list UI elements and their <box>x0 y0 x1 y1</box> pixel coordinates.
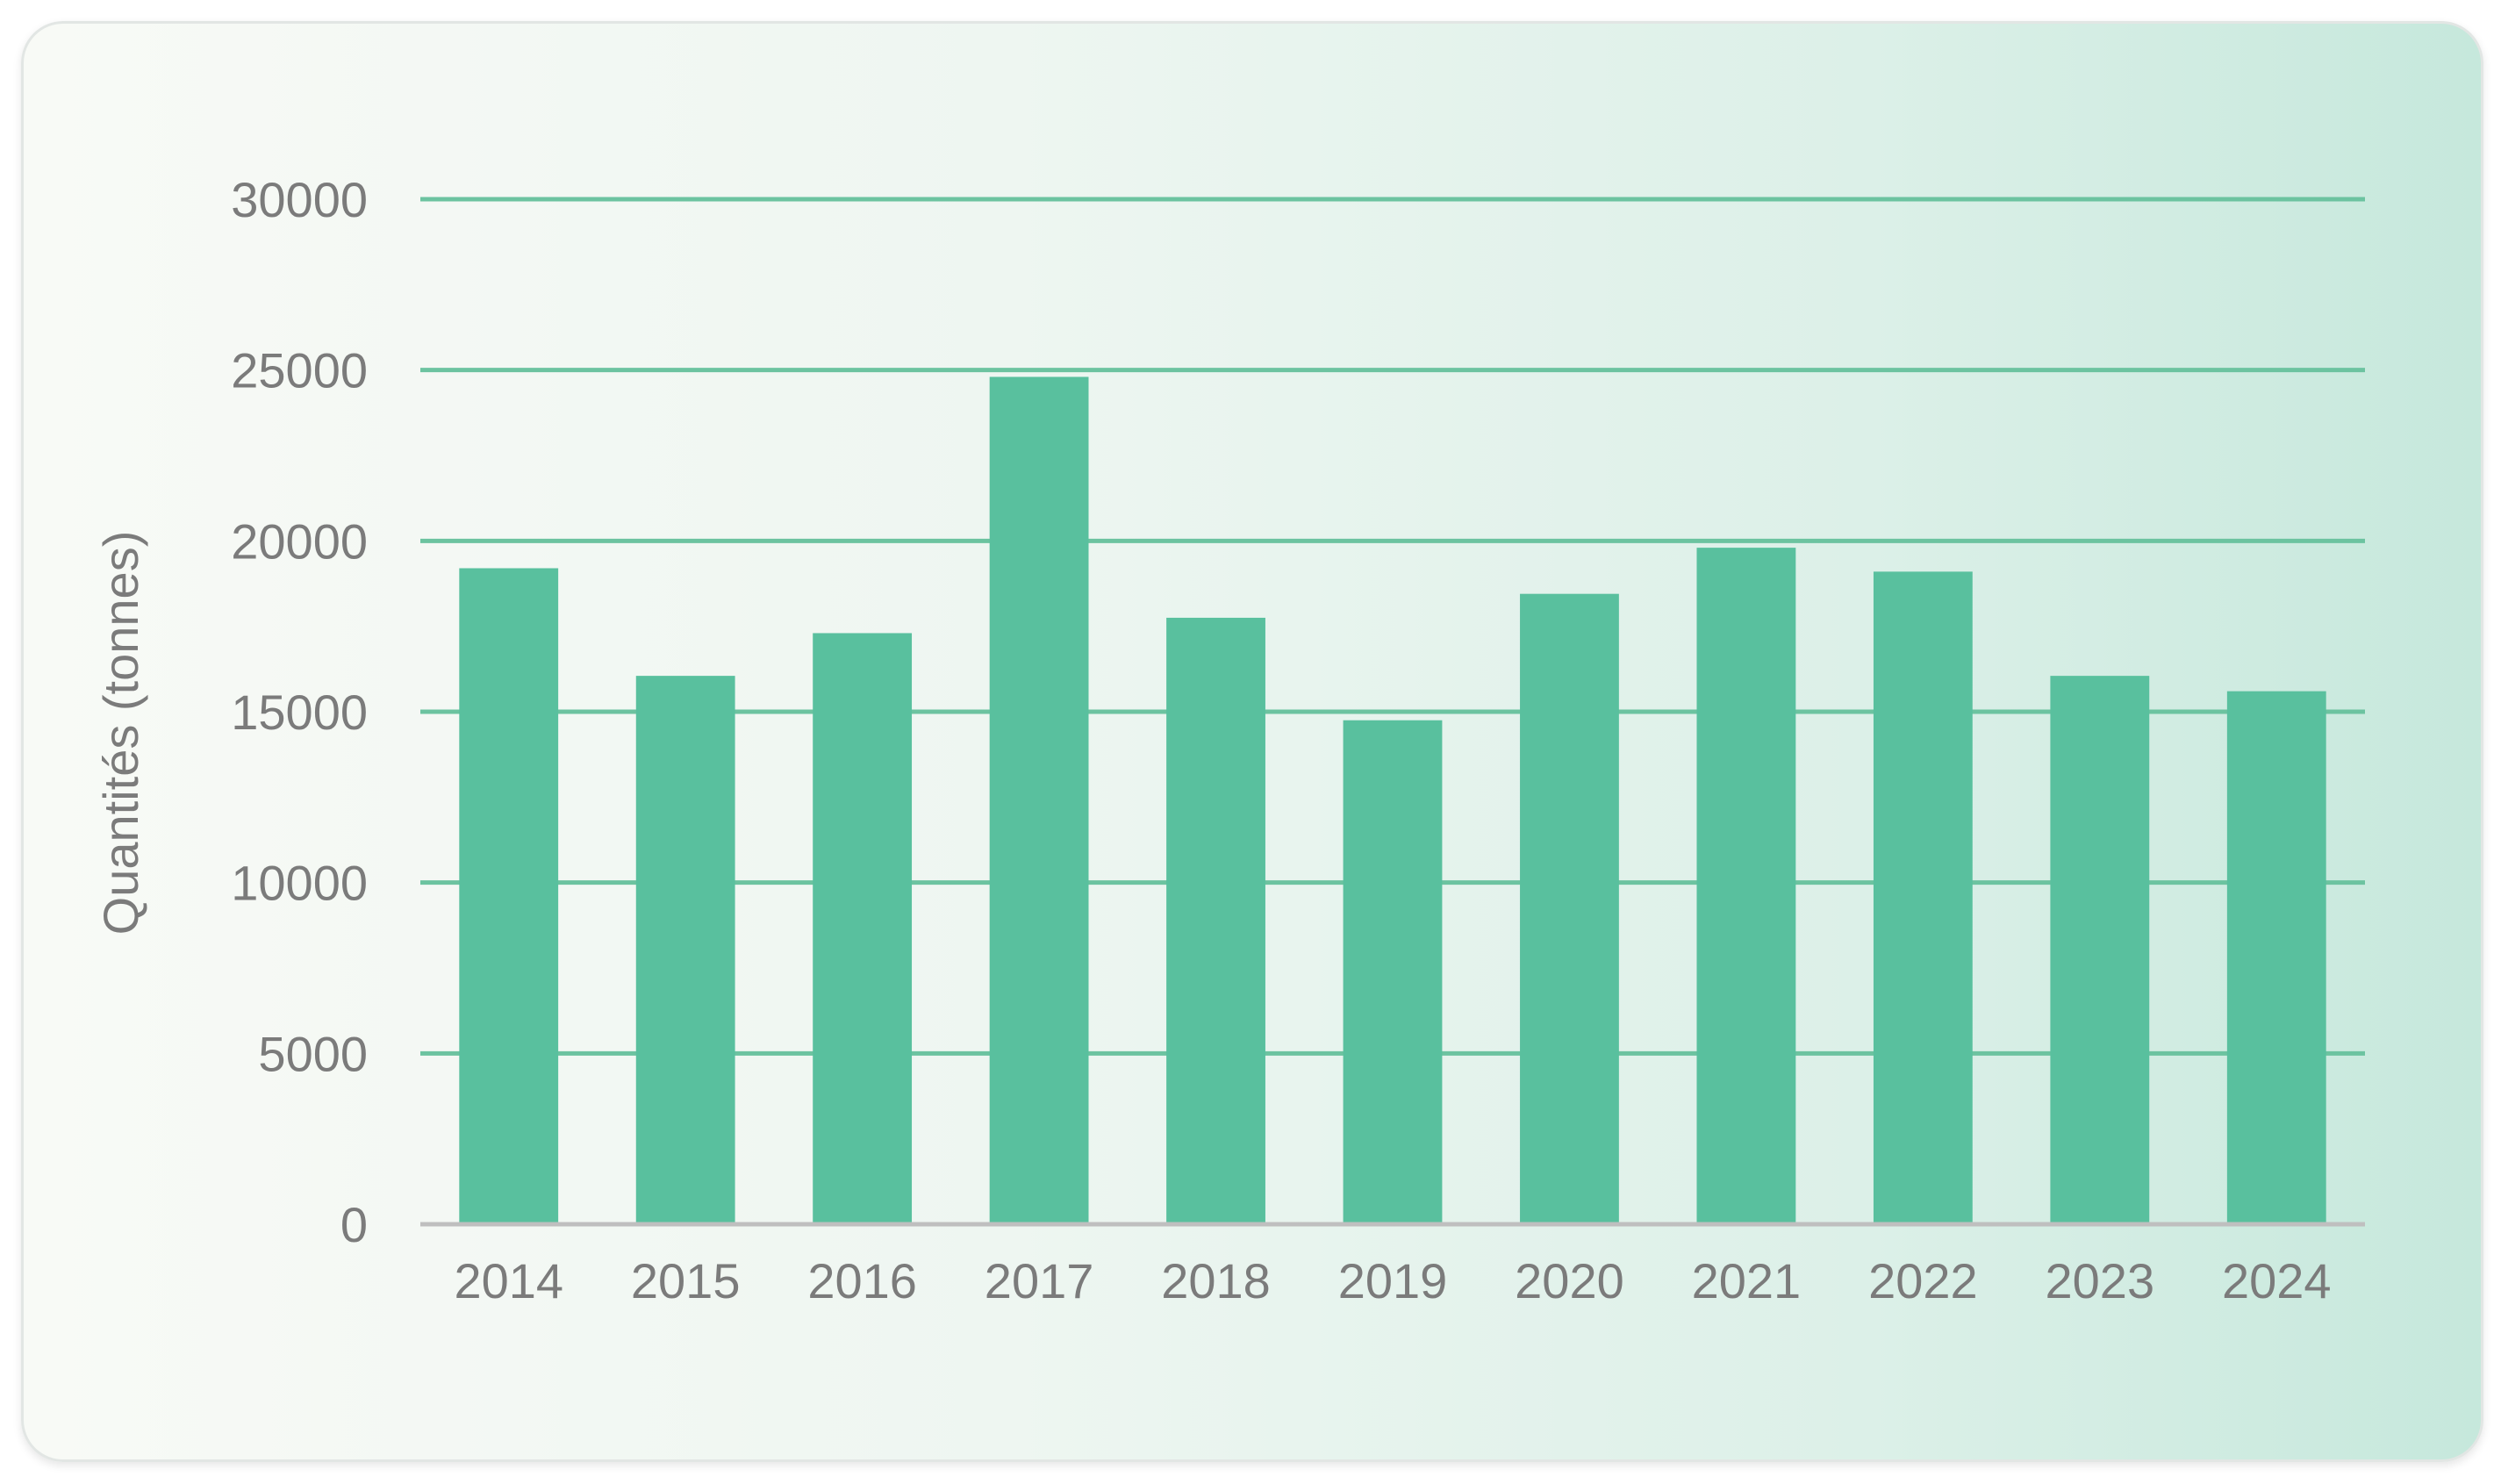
y-tick-label: 30000 <box>231 172 368 227</box>
x-tick-label: 2016 <box>807 1253 917 1308</box>
bar-2024 <box>2226 691 2326 1224</box>
bar-2023 <box>2050 676 2150 1224</box>
x-tick-label: 2023 <box>2046 1253 2155 1308</box>
bar-2020 <box>1520 593 1619 1224</box>
bar-2016 <box>813 633 913 1224</box>
y-tick-label: 5000 <box>258 1026 368 1081</box>
x-tick-label: 2019 <box>1338 1253 1448 1308</box>
x-tick-label: 2021 <box>1692 1253 1802 1308</box>
x-tick-label: 2017 <box>985 1253 1094 1308</box>
bar-2019 <box>1343 720 1443 1224</box>
x-tick-label: 2015 <box>631 1253 741 1308</box>
y-tick-label: 15000 <box>231 685 368 740</box>
bar-2014 <box>459 568 559 1224</box>
x-tick-label: 2022 <box>1868 1253 1978 1308</box>
y-tick-label: 20000 <box>231 513 368 569</box>
grid-lines <box>420 197 2365 1056</box>
bar-2022 <box>1873 571 1973 1224</box>
x-tick-label: 2020 <box>1515 1253 1624 1308</box>
y-tick-label: 10000 <box>231 856 368 911</box>
x-tick-labels: 2014 2015 2016 2017 2018 2019 2020 2021 2022 2023… <box>454 1253 2331 1308</box>
y-axis-title: Quantités (tonnes) <box>93 531 148 936</box>
bar-2015 <box>635 676 735 1224</box>
x-tick-label: 2018 <box>1161 1253 1271 1308</box>
chart-card: 0 5000 10000 15000 20000 25000 30000 2014 2015 2… <box>21 21 2483 1462</box>
y-tick-label: 0 <box>340 1197 368 1252</box>
y-tick-labels: 0 5000 10000 15000 20000 25000 30000 <box>231 172 368 1252</box>
x-tick-label: 2024 <box>2222 1253 2332 1308</box>
bar-2017 <box>989 376 1089 1224</box>
x-tick-label: 2014 <box>454 1253 563 1308</box>
bar-2018 <box>1166 617 1265 1224</box>
y-tick-label: 25000 <box>231 343 368 398</box>
bar-2021 <box>1696 548 1796 1224</box>
bars <box>459 376 2326 1224</box>
